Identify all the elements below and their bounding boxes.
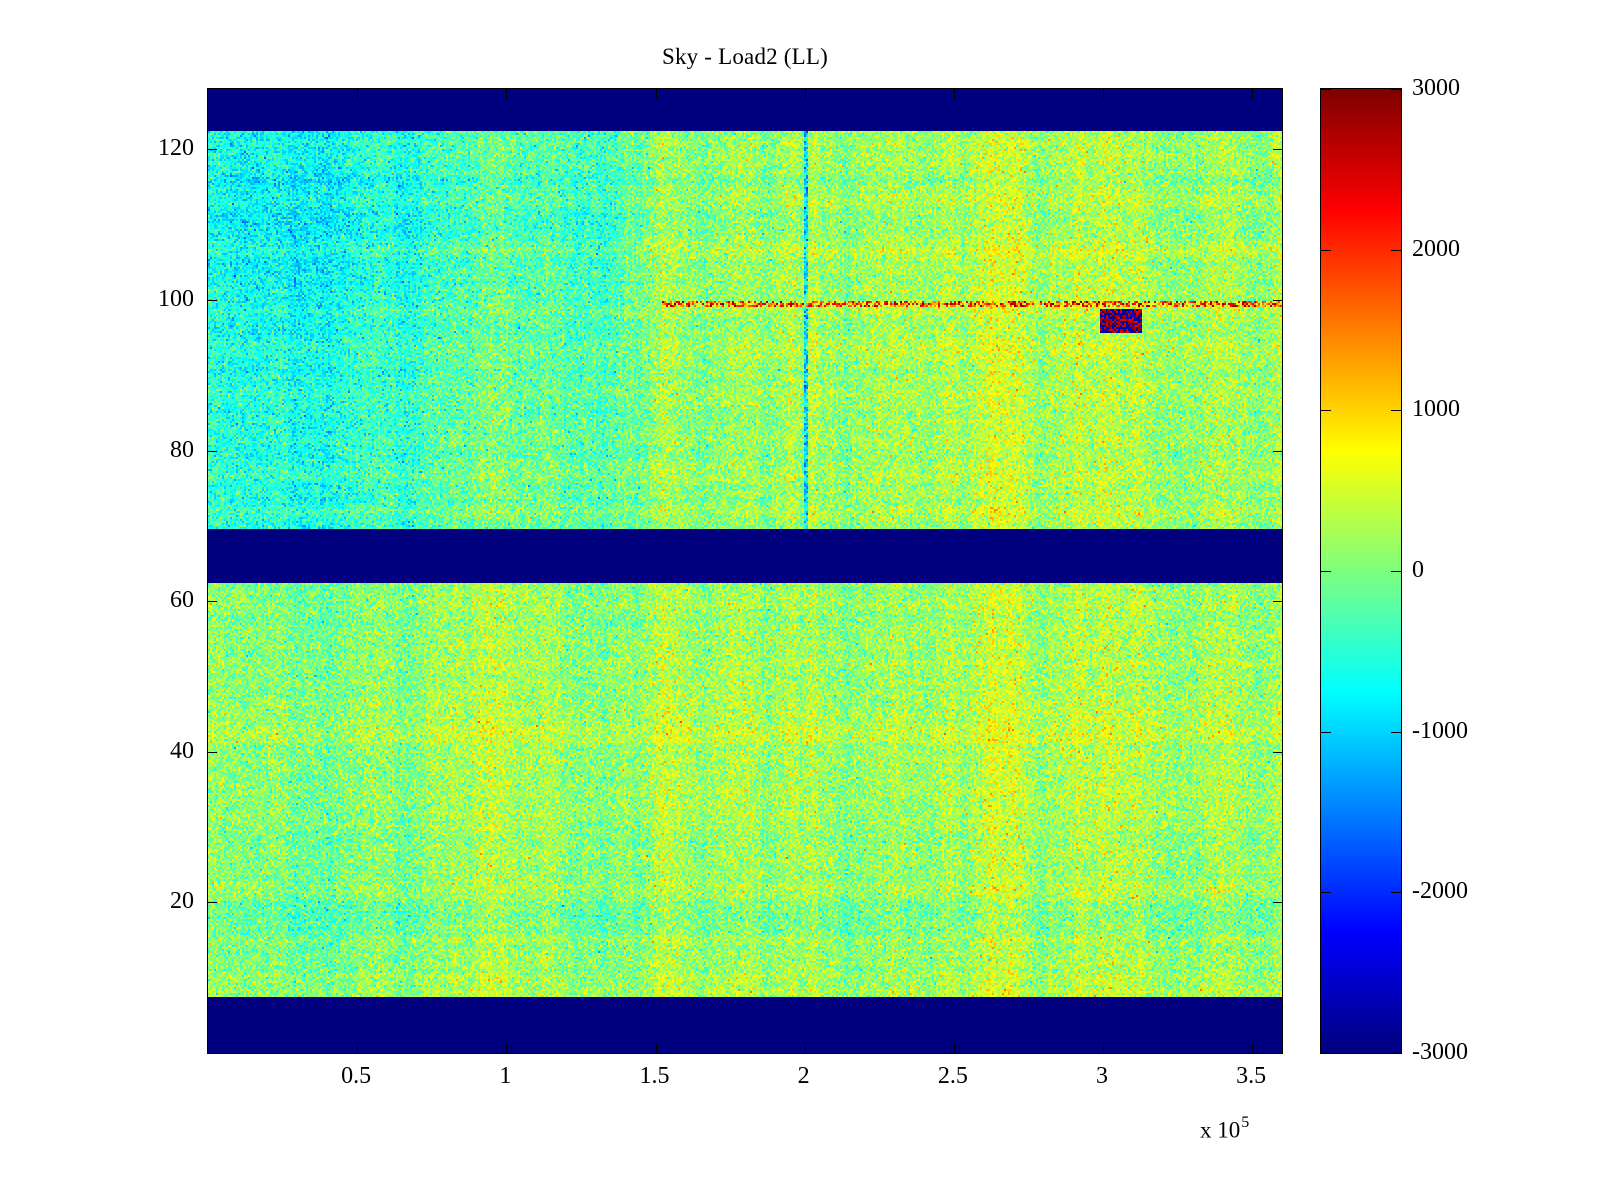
x-tick-mark bbox=[1103, 1043, 1104, 1053]
page-title: Sky - Load2 (LL) bbox=[661, 44, 829, 69]
x-tick-mark bbox=[1252, 1043, 1254, 1053]
y-tick-mark bbox=[208, 450, 217, 452]
y-tick-mark-right bbox=[1273, 149, 1282, 151]
y-tick-mark bbox=[208, 299, 217, 301]
x-exponent-base: x 10 bbox=[1200, 1117, 1241, 1143]
y-tick-label: 100 bbox=[158, 285, 194, 312]
y-tick-mark-right bbox=[1273, 751, 1282, 753]
y-tick-label: 80 bbox=[170, 436, 194, 463]
colorbar-tick-label: 1000 bbox=[1412, 396, 1460, 423]
x-tick-mark-top bbox=[655, 89, 657, 99]
x-tick-mark bbox=[804, 1043, 806, 1053]
x-tick-label: 2.5 bbox=[937, 1063, 968, 1089]
x-tick-label: 2 bbox=[797, 1063, 810, 1089]
colorbar-tick-mark bbox=[1321, 731, 1331, 733]
colorbar-tick-mark bbox=[1321, 249, 1331, 251]
x-tick-mark bbox=[506, 1043, 508, 1053]
colorbar-tick-mark-right bbox=[1391, 410, 1401, 412]
x-tick-label: 1 bbox=[499, 1063, 512, 1089]
y-tick-label: 120 bbox=[158, 135, 194, 162]
colorbar-tick-mark bbox=[1321, 892, 1331, 894]
colorbar-tick-label: 3000 bbox=[1412, 75, 1460, 101]
colorbar-tick-mark bbox=[1321, 1053, 1331, 1054]
colorbar-tick-mark-right bbox=[1391, 571, 1401, 572]
heatmap-image[interactable] bbox=[208, 89, 1282, 1053]
colorbar-tick-mark-right bbox=[1391, 1053, 1401, 1054]
x-tick-mark-top bbox=[1252, 89, 1254, 99]
colorbar-tick-mark bbox=[1321, 89, 1331, 90]
y-tick-label: 40 bbox=[170, 737, 194, 764]
x-tick-mark-top bbox=[1103, 89, 1104, 99]
colorbar-tick-mark-right bbox=[1391, 892, 1401, 894]
y-tick-mark bbox=[208, 751, 217, 753]
y-tick-mark-right bbox=[1273, 601, 1282, 603]
x-tick-mark-top bbox=[953, 89, 955, 99]
y-tick-mark-right bbox=[1273, 299, 1282, 301]
y-tick-mark-right bbox=[1273, 902, 1282, 904]
colorbar-tick-mark-right bbox=[1391, 249, 1401, 251]
colorbar-tick-label: -1000 bbox=[1412, 717, 1468, 744]
x-tick-label: 3.5 bbox=[1236, 1063, 1267, 1089]
x-axis-exponent-label: x 105 bbox=[1200, 1114, 1250, 1144]
x-tick-mark-top bbox=[804, 89, 806, 99]
colorbar-tick-label: 2000 bbox=[1412, 235, 1460, 262]
colorbar-tick-mark bbox=[1321, 410, 1331, 412]
colorbar-tick-mark-right bbox=[1391, 731, 1401, 733]
x-tick-mark bbox=[357, 1043, 359, 1053]
colorbar-tick-label: 0 bbox=[1412, 557, 1424, 583]
x-tick-mark bbox=[953, 1043, 955, 1053]
colorbar-gradient bbox=[1321, 89, 1401, 1053]
y-tick-mark bbox=[208, 149, 217, 151]
y-tick-mark bbox=[208, 601, 217, 603]
heatmap-axes[interactable] bbox=[207, 88, 1283, 1054]
y-tick-mark bbox=[208, 902, 217, 904]
x-tick-label: 1.5 bbox=[639, 1063, 670, 1089]
x-exponent-power: 5 bbox=[1241, 1114, 1250, 1131]
x-tick-mark-top bbox=[506, 89, 508, 99]
colorbar-tick-label: -3000 bbox=[1412, 1039, 1468, 1065]
colorbar[interactable] bbox=[1320, 88, 1402, 1054]
colorbar-tick-mark bbox=[1321, 571, 1331, 572]
colorbar-tick-mark-right bbox=[1391, 89, 1401, 90]
colorbar-tick-label: -2000 bbox=[1412, 878, 1468, 905]
y-tick-label: 20 bbox=[170, 888, 194, 915]
y-tick-mark-right bbox=[1273, 450, 1282, 452]
x-tick-label: 0.5 bbox=[341, 1063, 372, 1089]
x-tick-mark bbox=[655, 1043, 657, 1053]
y-tick-label: 60 bbox=[170, 587, 194, 614]
x-tick-label: 3 bbox=[1096, 1063, 1108, 1089]
x-tick-mark-top bbox=[357, 89, 359, 99]
